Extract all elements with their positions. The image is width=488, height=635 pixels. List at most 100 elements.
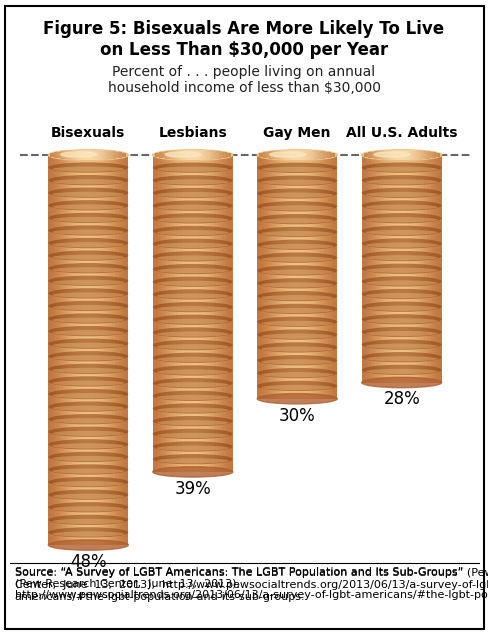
Bar	[302, 155, 303, 399]
Bar	[281, 155, 282, 399]
Bar	[306, 150, 308, 160]
Bar	[405, 155, 406, 382]
Bar	[298, 155, 299, 399]
Bar	[91, 155, 92, 545]
Bar	[216, 155, 218, 472]
Bar	[223, 155, 224, 472]
Ellipse shape	[157, 192, 228, 197]
Ellipse shape	[52, 292, 124, 298]
Ellipse shape	[48, 163, 128, 173]
Ellipse shape	[361, 188, 441, 198]
Bar	[105, 155, 107, 545]
Bar	[367, 152, 369, 157]
Bar	[192, 150, 194, 160]
Ellipse shape	[48, 301, 128, 311]
Ellipse shape	[361, 352, 441, 363]
Bar	[155, 154, 157, 157]
Ellipse shape	[48, 288, 128, 298]
Ellipse shape	[257, 394, 337, 404]
Bar	[258, 155, 259, 399]
Bar	[230, 155, 231, 472]
Bar	[194, 150, 196, 160]
Ellipse shape	[365, 369, 437, 374]
Text: Percent of . . . people living on annual
household income of less than $30,000: Percent of . . . people living on annual…	[107, 65, 380, 95]
Bar	[214, 150, 216, 159]
Bar	[172, 150, 174, 159]
Ellipse shape	[48, 427, 128, 437]
Bar	[321, 155, 322, 399]
Bar	[201, 150, 203, 160]
Ellipse shape	[165, 152, 201, 157]
Ellipse shape	[257, 291, 337, 302]
Bar	[374, 155, 376, 382]
Bar	[429, 152, 431, 159]
Bar	[110, 150, 112, 159]
Bar	[313, 155, 314, 399]
Ellipse shape	[52, 154, 124, 159]
Bar	[409, 155, 410, 382]
Ellipse shape	[361, 339, 441, 350]
Ellipse shape	[48, 200, 128, 211]
Ellipse shape	[365, 331, 437, 336]
Bar	[317, 150, 319, 159]
Bar	[366, 155, 367, 382]
Bar	[54, 152, 56, 157]
Ellipse shape	[361, 377, 441, 388]
Ellipse shape	[361, 302, 441, 312]
Ellipse shape	[365, 344, 437, 349]
Ellipse shape	[365, 268, 437, 273]
Bar	[187, 155, 188, 472]
Bar	[438, 155, 439, 382]
Bar	[301, 155, 302, 399]
Bar	[123, 155, 124, 545]
Bar	[325, 152, 326, 159]
Bar	[381, 150, 383, 159]
Ellipse shape	[361, 225, 441, 236]
Bar	[379, 150, 381, 159]
Ellipse shape	[261, 359, 332, 364]
Ellipse shape	[257, 175, 337, 186]
Ellipse shape	[52, 506, 124, 511]
Ellipse shape	[257, 330, 337, 340]
Ellipse shape	[152, 302, 232, 312]
Text: Bisexuals: Bisexuals	[51, 126, 125, 140]
Bar	[332, 154, 335, 157]
Bar	[421, 150, 423, 159]
Ellipse shape	[52, 343, 124, 348]
Bar	[417, 150, 419, 159]
Ellipse shape	[365, 166, 437, 172]
Bar	[259, 154, 261, 157]
Bar	[208, 155, 210, 472]
Bar	[188, 155, 190, 472]
Ellipse shape	[365, 356, 437, 361]
Bar	[362, 155, 364, 382]
Bar	[377, 150, 379, 159]
Bar	[120, 155, 122, 545]
Bar	[335, 155, 337, 399]
Bar	[71, 155, 72, 545]
Ellipse shape	[52, 280, 124, 285]
Ellipse shape	[52, 217, 124, 222]
Bar	[174, 150, 177, 159]
Bar	[387, 155, 389, 382]
Ellipse shape	[157, 217, 228, 222]
Bar	[273, 155, 274, 399]
Bar	[191, 155, 192, 472]
Bar	[420, 155, 421, 382]
Ellipse shape	[152, 467, 232, 477]
Bar	[319, 150, 321, 159]
Bar	[84, 150, 86, 160]
Bar	[70, 150, 72, 159]
Bar	[95, 155, 96, 545]
Bar	[387, 150, 389, 160]
Bar	[285, 150, 286, 160]
Bar	[275, 155, 277, 399]
Bar	[65, 155, 67, 545]
Ellipse shape	[157, 255, 228, 260]
Ellipse shape	[52, 255, 124, 260]
Ellipse shape	[257, 227, 337, 237]
Bar	[201, 155, 202, 472]
Bar	[76, 150, 78, 160]
Bar	[118, 152, 120, 158]
Bar	[188, 150, 190, 160]
